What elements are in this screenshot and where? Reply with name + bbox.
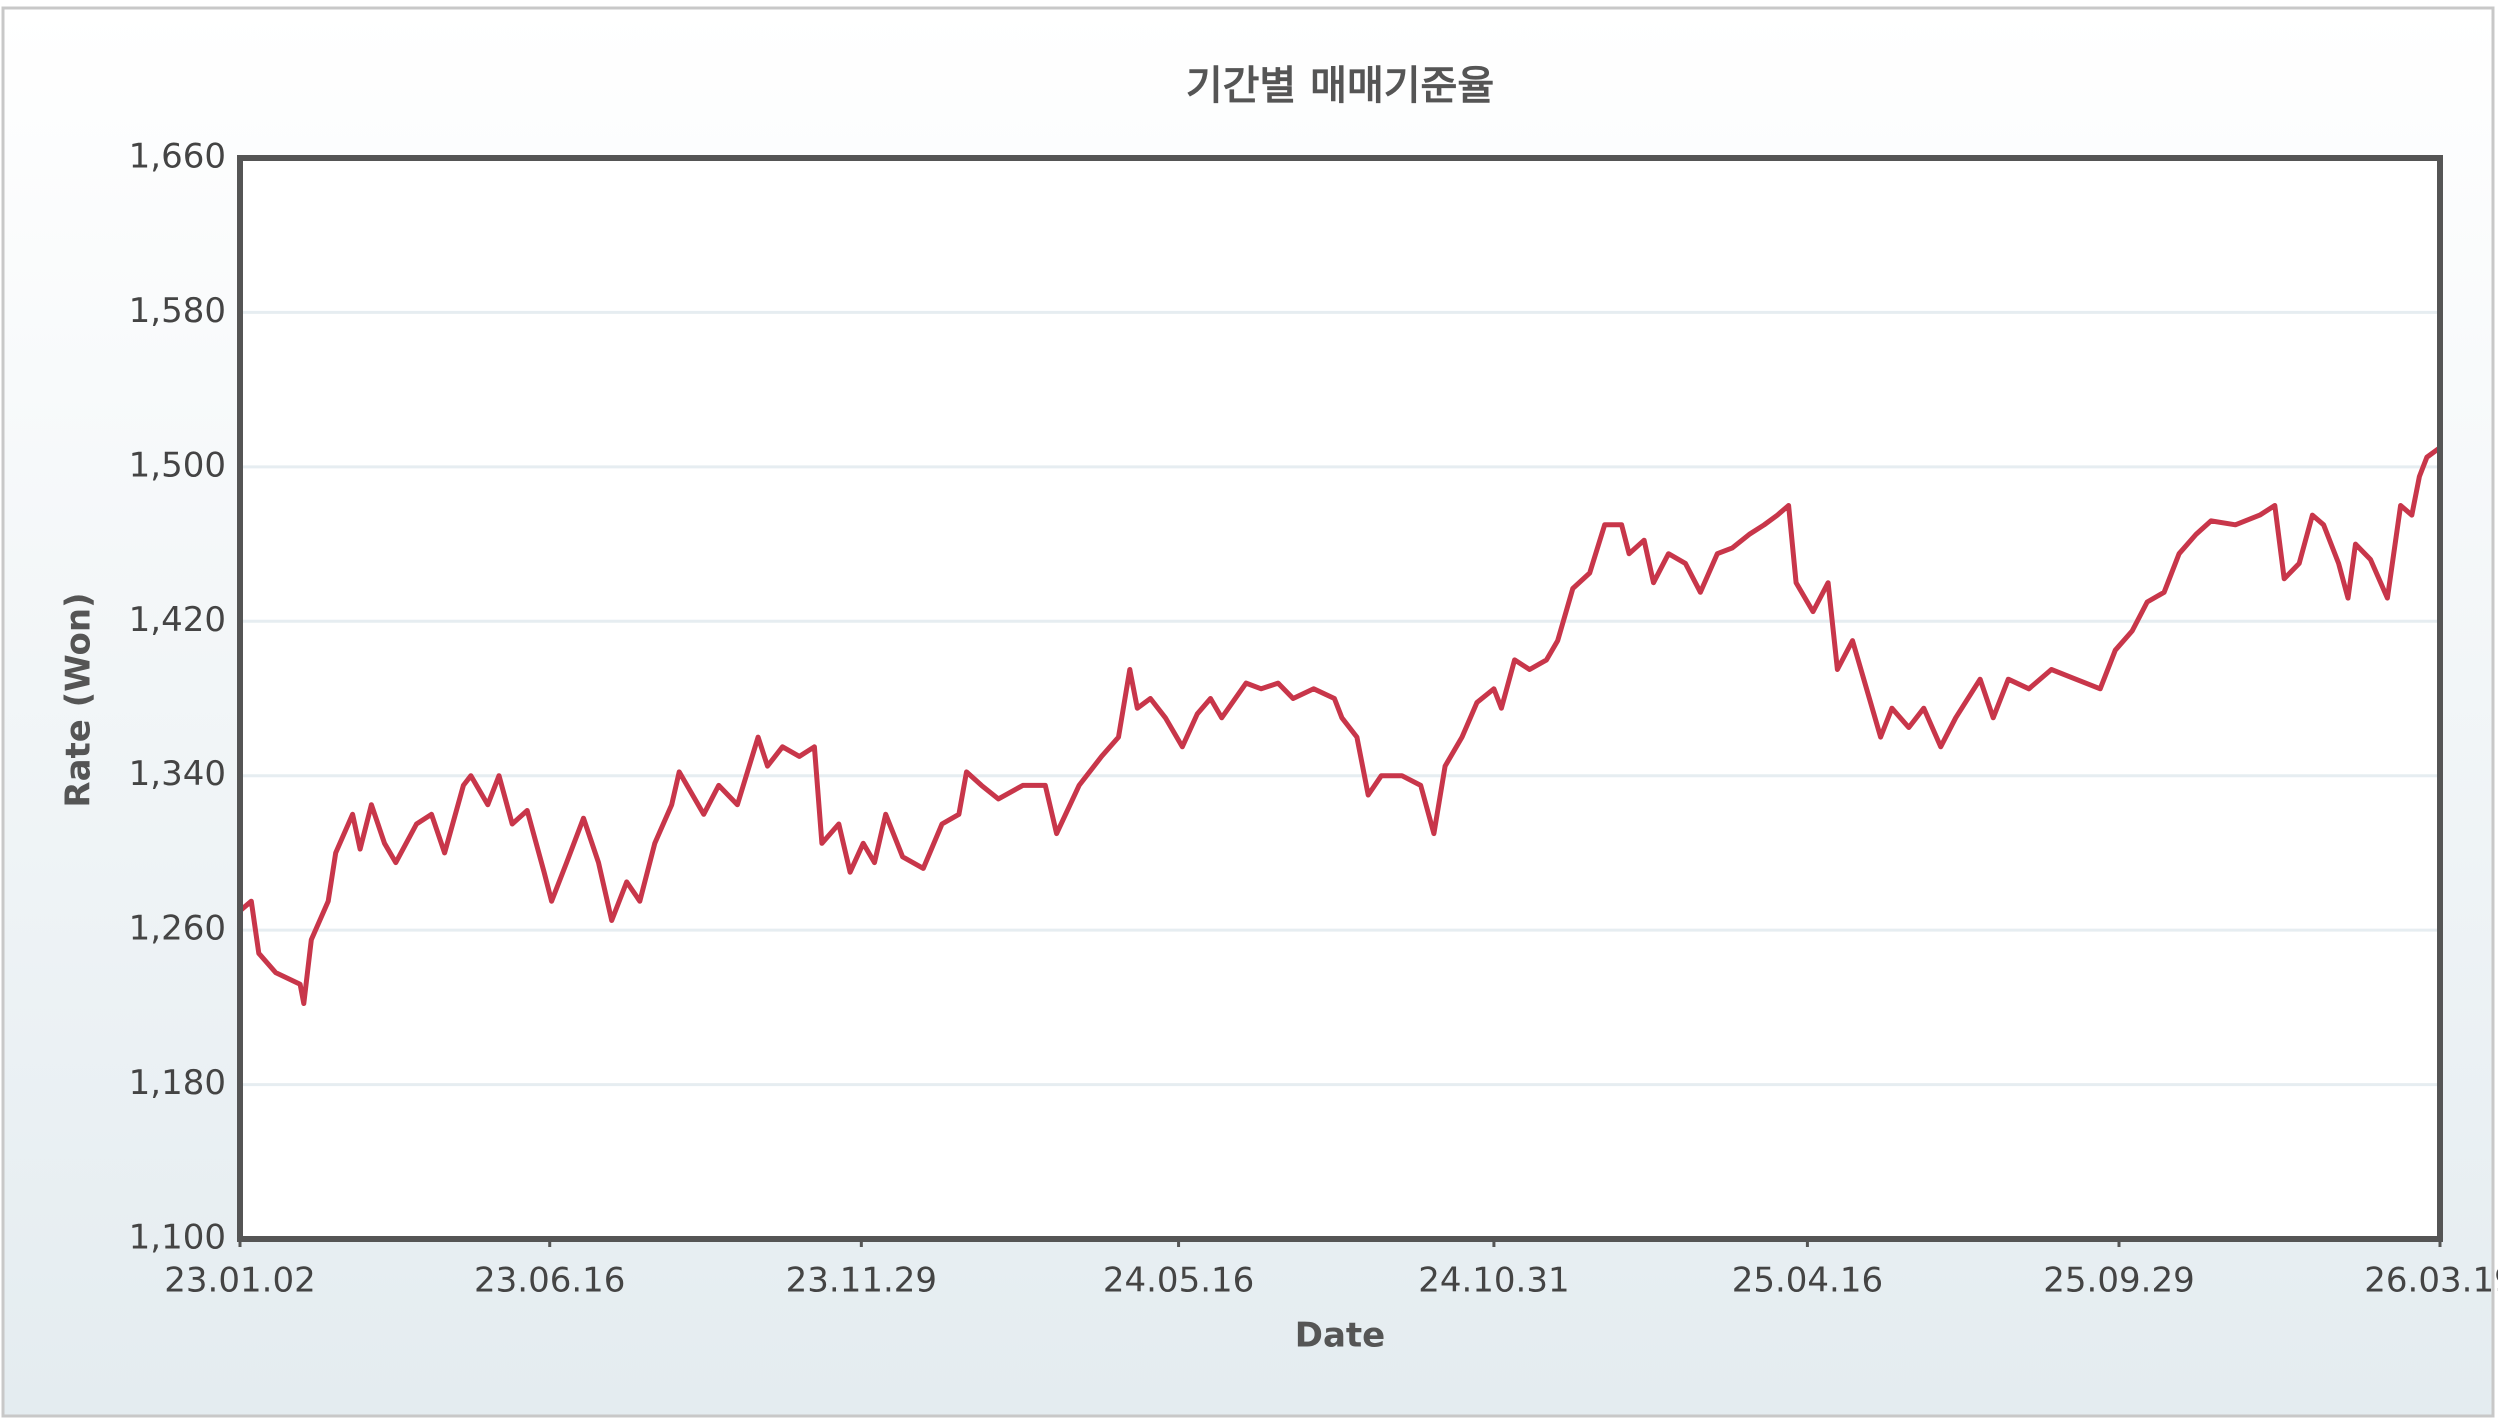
chart-title: 기간별 매매기준율 — [1186, 63, 1494, 109]
y-tick-label: 1,180 — [129, 1063, 226, 1103]
y-tick-label: 1,420 — [129, 600, 226, 640]
x-tick-label: 25.09.29 — [2043, 1261, 2194, 1301]
y-tick-label: 1,260 — [129, 909, 226, 949]
y-tick-label: 1,660 — [129, 137, 226, 177]
y-axis-title: Rate (Won) — [59, 592, 99, 807]
x-tick-label: 23.11.29 — [786, 1261, 937, 1301]
marks — [238, 445, 2442, 1006]
y-tick-label: 1,500 — [129, 445, 226, 485]
labels: 1,100 1,180 1,260 1,340 1,420 1,500 1,580 1,660… — [129, 137, 2498, 1301]
plot-border — [237, 155, 2443, 1242]
y-tick-label: 1,580 — [129, 291, 226, 331]
x-tick-label: 23.06.16 — [474, 1261, 625, 1301]
x-tick-label: 26.03.19 — [2364, 1261, 2498, 1301]
y-tick-label: 1,340 — [129, 754, 226, 794]
x-tick-label: 24.05.16 — [1103, 1261, 1254, 1301]
plot-area — [240, 158, 2440, 1239]
y-tick-label: 1,100 — [129, 1218, 226, 1258]
x-tick-label: 25.04.16 — [1732, 1261, 1883, 1301]
x-axis-title: Date — [1295, 1316, 1385, 1356]
x-tick-label: 23.01.02 — [164, 1261, 315, 1301]
series-line — [238, 445, 2442, 1006]
x-tick-label: 24.10.31 — [1418, 1261, 1569, 1301]
